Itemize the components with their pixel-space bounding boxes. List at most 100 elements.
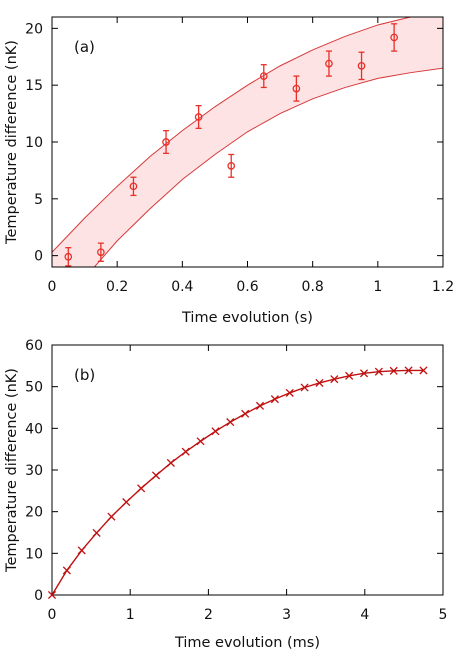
chart-b-x-marker [270,395,279,404]
chart-b-x-marker-stroke [315,378,324,387]
chart-b-x-tick-label: 0 [48,607,57,623]
chart-b-plot-frame [51,344,444,596]
chart-a-x-tick-label: 0.2 [106,279,128,295]
chart-b-x-marker [300,383,309,392]
chart-b-x-marker [226,418,235,427]
chart-b-x-marker [359,369,369,378]
chart-b-x-marker [62,566,71,575]
chart-b-x-marker [389,366,398,375]
chart-b-y-axis-title: Temperature difference (nK) [4,368,20,573]
chart-a-data-point [227,162,236,170]
chart-b-y-tick-label: 50 [25,380,43,396]
chart-b-x-marker-stroke [77,546,86,555]
chart-a-x-tick-label: 0.6 [236,279,258,295]
chart-b-x-marker [92,528,101,537]
chart-a-x-tick-label: 0.8 [302,279,324,295]
chart-b-x-marker-stroke [404,366,413,375]
chart-b-x-marker [151,471,161,480]
chart-b-x-marker [47,590,57,600]
chart-b-x-marker-stroke [300,383,309,392]
chart-b-x-marker-stroke [137,484,146,493]
chart-b-x-marker [404,366,413,375]
chart-b-x-marker [241,409,250,418]
chart-b-x-marker-stroke [389,366,398,375]
chart-b-x-marker-stroke [241,409,250,418]
chart-b-x-marker-stroke [62,566,71,575]
chart-a-y-tick-label: 10 [25,135,43,151]
chart-b-y-tick-label: 30 [25,463,43,479]
chart-b-x-marker [122,498,131,507]
chart-a-data-point [64,252,73,261]
chart-a-band-upper-line [52,17,443,253]
chart-b-x-marker-stroke [270,395,279,404]
chart-a-data-point [259,72,268,80]
chart-b-panel-label: (b) [74,366,95,384]
chart-a-y-tick-label: 0 [34,249,43,265]
chart-b-y-tick-label: 40 [25,421,43,437]
chart-a-band-lower-line [93,67,443,267]
chart-b-x-tick-label: 3 [282,607,291,623]
chart-a-data-point [390,33,398,42]
chart-b-x-marker [255,401,265,410]
chart-b-x-marker-stroke [211,427,220,436]
chart-b-x-marker [419,366,428,375]
chart-a-x-tick-label: 1 [373,279,382,295]
chart-b-x-marker [345,371,354,380]
chart-b-x-marker-stroke [359,369,369,378]
chart-b-x-marker [196,437,205,446]
chart-a-confidence-band [52,17,443,267]
chart-a-data-point [194,113,203,121]
chart-a-y-tick-label: 5 [34,192,43,208]
chart-b-x-marker [181,447,190,456]
chart-b-y-tick-label: 0 [34,588,43,604]
chart-b-x-marker-stroke [107,512,116,521]
chart-b-series-line [51,369,424,596]
chart-a-y-tick-label: 15 [25,78,43,94]
chart-b-x-marker-stroke [419,366,428,375]
chart-b-x-marker-stroke [47,590,57,600]
chart-b-x-marker-stroke [285,388,294,397]
chart-a-data-point [97,248,105,257]
chart-b-x-tick-label: 1 [126,607,135,623]
chart-b-y-tick-label: 60 [25,338,43,354]
chart-b-x-marker [330,375,339,384]
chart-b-x-marker [211,427,220,436]
chart-a-x-tick-label: 0.4 [171,279,193,295]
chart-b-x-marker-stroke [166,458,175,467]
chart-b-x-marker-stroke [330,375,339,384]
chart-a-y-axis-title: Temperature difference (nK) [4,40,20,245]
chart-b-y-tick-label: 10 [25,546,43,562]
chart-b-x-tick-label: 5 [439,607,448,623]
chart-a-x-tick-label: 0 [48,279,57,295]
chart-b-x-marker [315,378,324,387]
chart-b-x-marker-stroke [151,471,161,480]
chart-a-x-tick-label: 1.2 [432,279,454,295]
chart-a-data-point [357,62,366,70]
chart-b-x-marker [137,484,146,493]
chart-b-x-marker [285,388,294,397]
chart-a-panel-label: (a) [74,38,95,56]
chart-b-x-tick-label: 2 [204,607,213,623]
chart-b-y-tick-label: 20 [25,505,43,521]
chart-a-x-axis-title: Time evolution (s) [181,310,313,326]
chart-b-x-marker-stroke [374,367,383,376]
chart-a-data-point [292,84,301,93]
chart-b-x-marker-stroke [345,371,354,380]
chart-b-x-marker-stroke [92,528,101,537]
chart-b-x-marker [107,512,116,521]
chart-a-data-point [162,138,170,146]
chart-b-x-marker-stroke [255,401,265,410]
chart-b-x-marker-stroke [226,418,235,427]
chart-b-x-marker-stroke [181,447,190,456]
chart-b-x-axis-title: Time evolution (ms) [174,635,320,651]
chart-a-data-point [325,59,333,68]
chart-b-x-marker [77,546,86,555]
chart-a-data-point [129,182,138,191]
chart-b-x-marker [374,367,383,376]
chart-a-y-tick-label: 20 [25,21,43,37]
chart-a-panel: 0 0.2 0.4 0.6 0.8 1 1.2 0 5 10 15 20 Time evolution … [4,16,454,326]
chart-b-x-marker-stroke [196,437,205,446]
chart-b-x-marker-stroke [122,498,131,507]
